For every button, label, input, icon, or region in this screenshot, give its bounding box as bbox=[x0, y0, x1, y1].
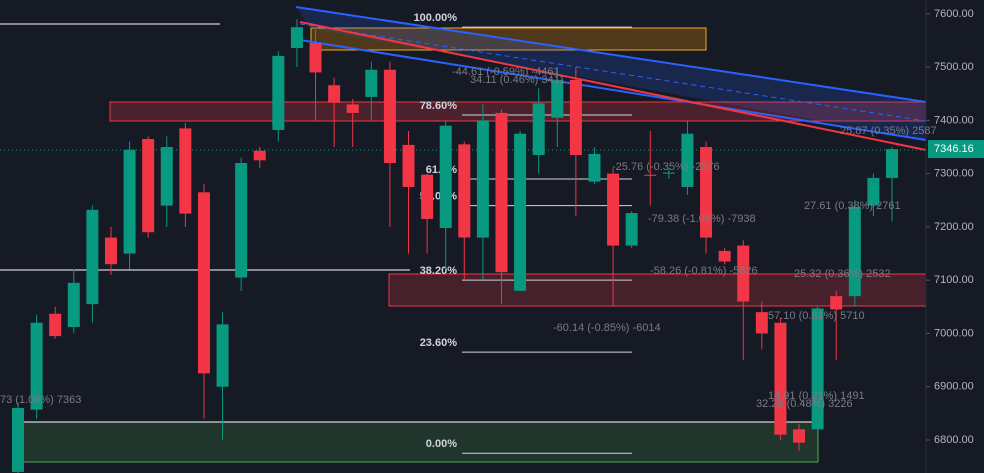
price-tag-label: 7346.16 bbox=[934, 143, 974, 155]
candle-body bbox=[532, 103, 545, 156]
candle-body bbox=[793, 429, 806, 443]
candle-body bbox=[811, 308, 824, 430]
fib-label: 0.00% bbox=[426, 438, 457, 450]
candle-body bbox=[160, 147, 173, 206]
candle-body bbox=[439, 125, 452, 228]
candle-body bbox=[290, 27, 303, 48]
trend-line bbox=[299, 23, 927, 122]
candle-body bbox=[774, 322, 787, 435]
candle-body bbox=[346, 104, 359, 113]
candle-body bbox=[123, 149, 136, 254]
measure-label: 57.10 (0.81%) 5710 bbox=[768, 310, 865, 322]
candle-body bbox=[867, 177, 880, 206]
measure-label: -58.26 (-0.81%) -5826 bbox=[650, 265, 758, 277]
trend-line bbox=[295, 6, 927, 103]
y-tick-label: 7500.00 bbox=[934, 61, 974, 73]
candle-body bbox=[848, 206, 861, 297]
fib-label: 100.00% bbox=[414, 12, 458, 24]
measure-label: 14.91 (0.21%) 1491 bbox=[768, 390, 865, 402]
candle-body bbox=[272, 55, 285, 130]
y-tick-label: 7600.00 bbox=[934, 8, 974, 20]
candle-body bbox=[253, 150, 266, 161]
y-tick-label: 7300.00 bbox=[934, 168, 974, 180]
candle-body bbox=[67, 282, 80, 328]
candle-body bbox=[179, 128, 192, 214]
candle-body bbox=[625, 213, 638, 246]
candle-body bbox=[197, 192, 210, 374]
candle-body bbox=[700, 147, 713, 238]
candle-body bbox=[86, 209, 99, 305]
measure-label: 25.32 (0.36%) 2532 bbox=[794, 268, 891, 280]
y-tick-label: 6900.00 bbox=[934, 381, 974, 393]
candle-body bbox=[309, 43, 322, 73]
trend-line bbox=[299, 21, 927, 151]
candle-body bbox=[644, 174, 657, 176]
fib-label: 38.20% bbox=[420, 265, 458, 277]
trend-line bbox=[299, 39, 927, 141]
fib-label: 23.60% bbox=[420, 337, 458, 349]
y-tick-label: 7100.00 bbox=[934, 274, 974, 286]
fib-label: 78.60% bbox=[420, 100, 458, 112]
candle-body bbox=[718, 250, 731, 262]
measure-label: 34.11 (0.46%) 3411 bbox=[470, 74, 565, 86]
candle-body bbox=[30, 322, 43, 410]
candle-body bbox=[142, 139, 155, 233]
measure-label: -60.14 (-0.85%) -6014 bbox=[553, 322, 661, 334]
candle-body bbox=[569, 79, 582, 156]
candle-body bbox=[235, 162, 248, 278]
candle-body bbox=[458, 144, 471, 238]
measure-label: 27.61 (0.38%) 2761 bbox=[804, 200, 901, 212]
candle-body bbox=[886, 149, 898, 178]
candle-body bbox=[514, 133, 527, 291]
candle-body bbox=[607, 173, 620, 246]
y-tick-label: 6800.00 bbox=[934, 434, 974, 446]
candle-body bbox=[588, 153, 601, 182]
measure-label: 25.87 (0.35%) 2587 bbox=[840, 125, 937, 137]
candle-body bbox=[402, 144, 415, 187]
candle-body bbox=[104, 237, 117, 265]
channel bbox=[296, 7, 926, 140]
candle-body bbox=[681, 133, 694, 187]
candle-body bbox=[421, 174, 434, 219]
candle-body bbox=[737, 245, 750, 302]
green-zone bbox=[21, 421, 819, 463]
candle-body bbox=[830, 296, 843, 310]
measure-label: 32.26 (0.48%) 3226 bbox=[756, 398, 853, 410]
candle-body bbox=[49, 313, 62, 337]
y-tick-label: 7000.00 bbox=[934, 327, 974, 339]
candle-body bbox=[662, 172, 675, 174]
candle-body bbox=[328, 85, 341, 103]
price-tag bbox=[928, 140, 984, 159]
y-tick-label: 7200.00 bbox=[934, 221, 974, 233]
candle-body bbox=[383, 69, 396, 163]
candle-body bbox=[551, 79, 564, 118]
candle-body bbox=[365, 69, 378, 97]
candle-body bbox=[495, 112, 508, 273]
measure-label: 73 (1.08%) 7363 bbox=[0, 394, 81, 406]
candle-body bbox=[755, 312, 768, 334]
measure-label: -79.38 (-1.08%) -7938 bbox=[648, 213, 756, 225]
measure-label: -25.76 (-0.35%) -2576 bbox=[612, 161, 720, 173]
y-tick-label: 7400.00 bbox=[934, 114, 974, 126]
candle-body bbox=[12, 408, 24, 472]
candle-body bbox=[476, 120, 489, 238]
measure-label: -44.61 (-0.59%) -4461 bbox=[452, 66, 560, 78]
candle-body bbox=[216, 324, 229, 387]
